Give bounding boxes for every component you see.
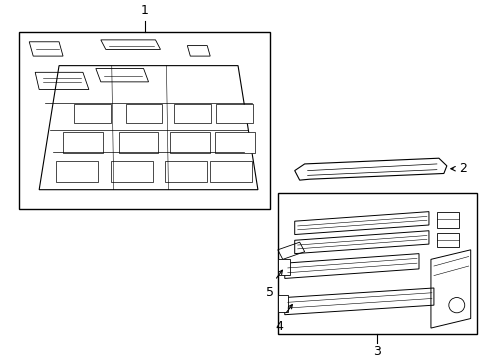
Bar — [74, 104, 111, 123]
Bar — [119, 132, 158, 153]
Bar — [277, 295, 287, 312]
Bar — [174, 104, 211, 123]
Bar — [56, 161, 98, 182]
Bar — [215, 132, 254, 153]
Text: 5: 5 — [265, 286, 273, 299]
Bar — [216, 104, 252, 123]
Bar — [277, 193, 476, 334]
Text: 4: 4 — [275, 320, 283, 333]
Bar — [210, 161, 251, 182]
Bar — [165, 161, 207, 182]
Bar — [19, 32, 269, 209]
Bar — [63, 132, 102, 153]
Bar — [170, 132, 210, 153]
Text: 3: 3 — [372, 345, 381, 358]
Text: 2: 2 — [450, 162, 466, 175]
Text: 1: 1 — [141, 4, 148, 17]
Bar — [277, 259, 289, 275]
Bar — [111, 161, 152, 182]
Bar — [125, 104, 162, 123]
